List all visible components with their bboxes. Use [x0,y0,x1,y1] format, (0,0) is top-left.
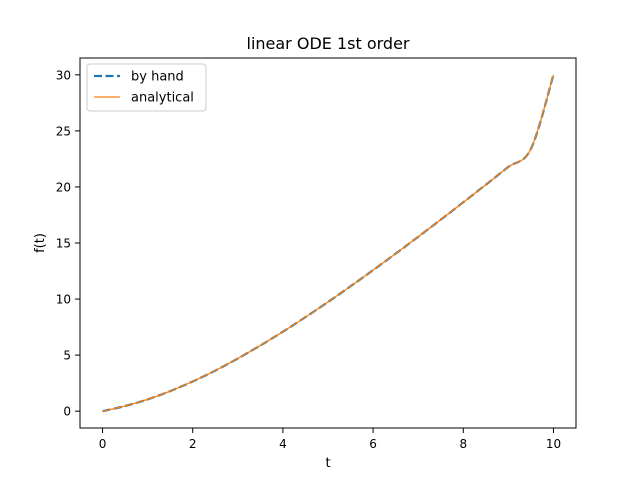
legend-label-by-hand: by hand [131,70,184,85]
y-axis-ticks: 0 5 10 15 20 25 30 [56,68,80,419]
y-tick-label: 5 [63,349,71,363]
y-tick-label: 20 [56,180,71,194]
chart-title: linear ODE 1st order [247,34,410,53]
x-tick-label: 8 [459,437,467,451]
legend-label-analytical: analytical [131,91,194,106]
x-tick-label: 0 [99,437,107,451]
y-axis-label: f(t) [33,233,48,253]
x-tick-label: 2 [189,437,197,451]
x-tick-label: 4 [279,437,287,451]
x-tick-label: 10 [546,437,561,451]
y-tick-label: 0 [63,405,71,419]
y-tick-label: 15 [56,237,71,251]
legend: by hand analytical [86,63,207,112]
series-layer [102,74,555,413]
x-axis-ticks: 0 2 4 6 8 10 [99,428,561,451]
y-tick-label: 10 [56,293,71,307]
legend-box [86,63,207,112]
x-tick-label: 6 [369,437,377,451]
x-axis-label: t [325,456,330,471]
y-tick-label: 25 [56,124,71,138]
series-line-analytical [102,74,555,412]
y-tick-label: 30 [56,68,71,82]
